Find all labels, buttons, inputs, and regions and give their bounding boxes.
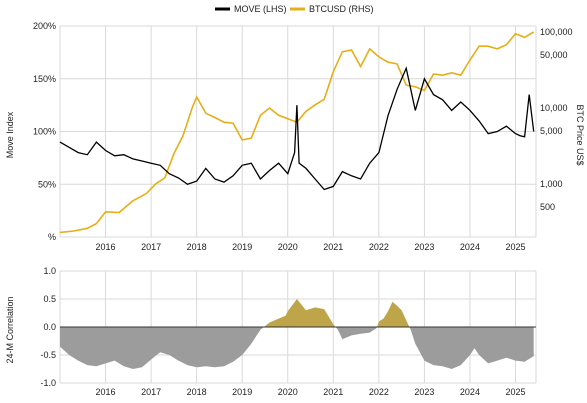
top-y-tick-right: 500 xyxy=(540,202,555,212)
correlation-negative-area xyxy=(60,327,534,369)
top-y-axis-label-right: BTC Price US$ xyxy=(575,104,585,165)
bottom-x-tick: 2018 xyxy=(187,387,207,397)
top-x-tick: 2016 xyxy=(96,242,116,252)
top-x-tick: 2018 xyxy=(187,242,207,252)
top-y-tick-right: 5,000 xyxy=(540,126,563,136)
top-x-tick: 2021 xyxy=(323,242,343,252)
top-y-tick-right: 1,000 xyxy=(540,179,563,189)
top-y-tick-left: 200% xyxy=(33,21,56,31)
top-x-tick: 2017 xyxy=(141,242,161,252)
legend-btc-label: BTCUSD (RHS) xyxy=(309,4,374,14)
top-x-tick: 2023 xyxy=(414,242,434,252)
move-series-line xyxy=(59,66,535,191)
top-y-axis-right: 500 1,000 5,000 10,000 50,000 100,000 xyxy=(540,27,573,212)
correlation-positive-area xyxy=(60,299,534,327)
bottom-y-axis: -1.0 -0.5 0.0 0.5 1.0 xyxy=(40,266,56,388)
legend: MOVE (LHS) BTCUSD (RHS) xyxy=(215,4,374,14)
top-y-tick-left: 100% xyxy=(33,127,56,137)
top-y-tick-right: 50,000 xyxy=(540,50,568,60)
bottom-y-tick: 1.0 xyxy=(43,266,56,276)
top-x-tick: 2022 xyxy=(369,242,389,252)
bottom-x-tick: 2021 xyxy=(323,387,343,397)
bottom-x-axis: 2016 2017 2018 2019 2020 2021 2022 2023 2024 2025 xyxy=(96,387,526,397)
top-y-tick-left: % xyxy=(48,232,56,242)
bottom-x-tick: 2022 xyxy=(369,387,389,397)
bottom-x-tick: 2016 xyxy=(96,387,116,397)
legend-move-label: MOVE (LHS) xyxy=(234,4,287,14)
bottom-y-tick: 0.5 xyxy=(43,294,56,304)
top-y-axis-left: % 50% 100% 150% 200% xyxy=(33,21,56,242)
top-y-tick-right: 100,000 xyxy=(540,27,573,37)
top-y-axis-label-left: Move Index xyxy=(5,111,15,158)
bottom-x-tick: 2019 xyxy=(232,387,252,397)
top-y-tick-left: 150% xyxy=(33,74,56,84)
btc-series-line xyxy=(59,31,535,234)
bottom-x-tick: 2025 xyxy=(505,387,525,397)
top-x-axis: 2016 2017 2018 2019 2020 2021 2022 2023 2024 2025 xyxy=(96,242,526,252)
bottom-x-tick: 2024 xyxy=(460,387,480,397)
bottom-y-tick: -1.0 xyxy=(40,378,56,388)
bottom-y-axis-label: 24-M Correlation xyxy=(5,296,15,363)
top-x-tick: 2024 xyxy=(460,242,480,252)
bottom-x-tick: 2017 xyxy=(141,387,161,397)
top-y-tick-right: 10,000 xyxy=(540,103,568,113)
top-y-tick-left: 50% xyxy=(38,179,56,189)
bottom-y-tick: -0.5 xyxy=(40,350,56,360)
top-x-tick: 2020 xyxy=(278,242,298,252)
bottom-x-tick: 2023 xyxy=(414,387,434,397)
bottom-x-tick: 2020 xyxy=(278,387,298,397)
top-x-tick: 2019 xyxy=(232,242,252,252)
bottom-y-tick: 0.0 xyxy=(43,322,56,332)
top-x-tick: 2025 xyxy=(505,242,525,252)
